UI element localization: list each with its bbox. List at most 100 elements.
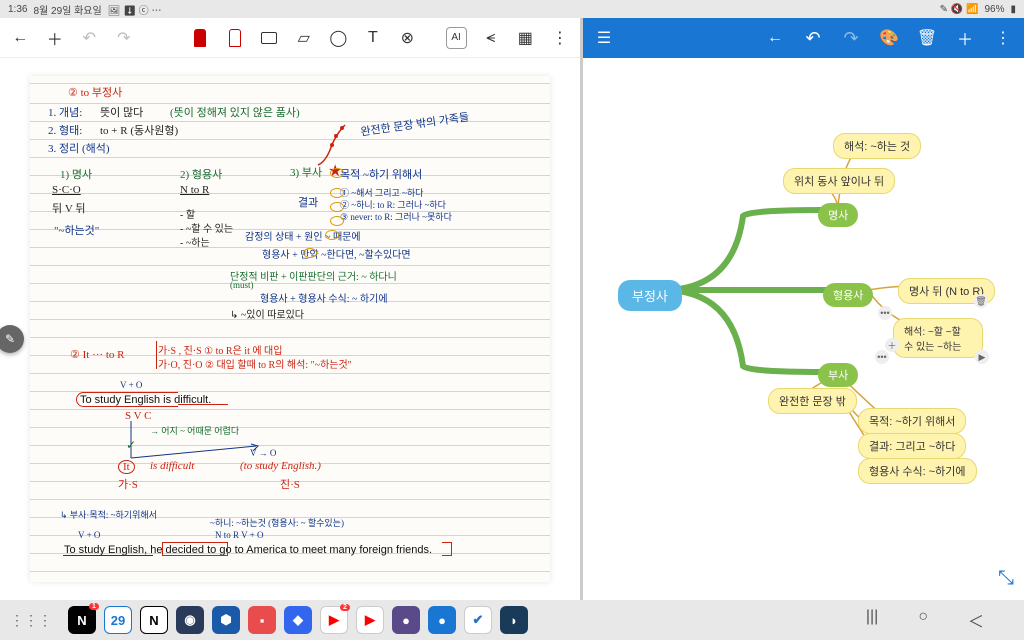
t: 가·S , 진·S ① to R은 it 에 대입 [158,342,282,357]
t: ③ never: to R: 그러나 ~못하다 [340,210,452,223]
nav-back-icon[interactable]: ＜ [968,608,984,632]
node-expand-icon[interactable]: 🗑 [974,294,988,308]
eraser-icon[interactable] [259,27,280,49]
resize-icon[interactable]: ⤡ [998,567,1014,590]
status-date: 8월 29일 화요일 [33,2,101,17]
t: - ~할 수 있는 [180,220,233,235]
t: (뜻이 정해져 있지 않은 품사) [170,104,300,120]
taskbar-app[interactable]: N1 [68,606,96,634]
mindmap-node[interactable]: 해석: ~하는 것 [833,133,921,159]
mindmap-canvas[interactable]: 부정사 명사형용사부사해석: ~하는 것위치 동사 앞이나 뒤명사 뒤 (N t… [583,58,1024,600]
t: V → O [250,448,276,458]
t: 3) 부사 [290,164,322,180]
pen-outline-icon[interactable] [225,27,246,49]
highlighter-icon[interactable]: ▱ [294,27,315,49]
t: "~하는것" [54,222,99,238]
t: 1. 개념: [48,104,82,120]
t: ↳ 부사·목적: ~하기위해서 [60,508,157,521]
redo-icon[interactable]: ↷ [114,27,135,49]
note-canvas[interactable]: ② to 부정사 1. 개념: 뜻이 많다 (뜻이 정해져 있지 않은 품사) … [30,76,550,582]
mindmap-node[interactable]: 형용사 수식: ~하기에 [858,458,977,484]
grid-icon[interactable]: ▦ [515,27,536,49]
text-icon[interactable]: T [363,27,384,49]
more-icon[interactable]: ⋮ [992,27,1014,49]
taskbar-app[interactable]: N [140,606,168,634]
badge: 2 [340,604,350,611]
mindmap-node[interactable]: 해석: ~할 ~할 수 있는 ~하는 [893,318,983,358]
taskbar-app[interactable]: ▪ [248,606,276,634]
t: ~하니: ~하는것 (형용사: ~ 할수있는) [210,516,344,529]
node-expand-icon[interactable]: ▶ [975,350,989,364]
mindmap-node[interactable]: 결과: 그리고 ~하다 [858,433,966,459]
t: ↳ ~있이 따로있다 [230,306,304,321]
edit-fab[interactable]: ✎ [0,325,24,353]
undo-icon[interactable]: ↶ [79,27,100,49]
ai-icon[interactable]: AI [446,27,467,49]
mindmap-toolbar: ☰ ← ↶ ↷ 🎨 🗑 ＋ ⋮ [583,18,1024,58]
nav-recent-icon[interactable]: ||| [866,608,878,632]
pen-solid-icon[interactable] [190,27,211,49]
node-expand-icon[interactable]: ••• [878,306,892,320]
mindmap-node[interactable]: 형용사 [823,283,873,307]
status-bar: 1:36 8월 29일 화요일 🖼 ⬇ ⓒ ⋯ ✎ 🔇 📶 96% ▮ [0,0,1024,18]
note-app: ← ＋ ↶ ↷ ▱ ◯ T ⊗ AI ⪪ ▦ ⋮ ② to 부정사 1. 개념:… [0,18,580,600]
palette-icon[interactable]: 🎨 [878,27,900,49]
mindmap-app: ☰ ← ↶ ↷ 🎨 🗑 ＋ ⋮ 부정사 [583,18,1024,600]
t: 가·S [118,476,138,492]
t: (to study English.) [240,460,321,472]
taskbar-app[interactable]: ▶ [356,606,384,634]
menu-icon[interactable]: ☰ [593,27,615,49]
t: 뒤 V 뒤 [52,200,86,216]
t: 형용사 + 형용사 수식: ~ 하기에 [260,290,388,305]
mindmap-node[interactable]: 완전한 문장 밖 [768,388,857,414]
status-time: 1:36 [8,4,27,15]
back-icon[interactable]: ← [764,27,786,49]
lasso-icon[interactable]: ◯ [328,27,349,49]
taskbar-app[interactable]: ✔ [464,606,492,634]
nav-home-icon[interactable]: ○ [918,608,928,632]
t: to + R (동사원형) [100,122,178,138]
t: ✓ [126,438,136,453]
t: - 할 [180,206,195,221]
note-toolbar: ← ＋ ↶ ↷ ▱ ◯ T ⊗ AI ⪪ ▦ ⋮ [0,18,580,58]
mindmap-node[interactable]: 부사 [818,363,858,387]
taskbar-app[interactable]: ● [392,606,420,634]
taskbar-app[interactable]: ⬢ [212,606,240,634]
shape-icon[interactable]: ⊗ [397,27,418,49]
taskbar-app[interactable]: ● [428,606,456,634]
delete-icon[interactable]: 🗑 [916,27,938,49]
t: 단정적 비판 + 이판판단의 근거: ~ 하다니 [230,268,397,283]
status-battery: 96% [984,4,1004,15]
t: N to R [180,184,209,196]
node-expand-icon[interactable]: ••• [875,350,889,364]
more-icon[interactable]: ⋮ [550,27,571,49]
add-icon[interactable]: ＋ [45,27,66,49]
taskbar-app[interactable]: ◗ [500,606,528,634]
taskbar: ⋮⋮⋮ N1 29 N ◉ ⬢ ▪ ◆ ▶2 ▶ ● ● ✔ ◗ ||| ○ ＜ [0,600,1024,640]
share-icon[interactable]: ⪪ [481,27,502,49]
t: 감정의 상태 + 원인 ~ 때문에 [245,228,361,243]
badge: 1 [89,603,99,610]
t: (must) [230,280,254,290]
t: 목적 ~하기 위해서 [340,166,422,182]
taskbar-app[interactable]: 29 [104,606,132,634]
t: 형용사 + 만약 ~한다면, ~할수있다면 [262,246,411,261]
t: 가·O, 진·O ② 대입 할때 to R의 해석: "~하는것" [158,356,352,371]
mindmap-node[interactable]: 위치 동사 앞이나 뒤 [783,168,895,194]
taskbar-app[interactable]: ◉ [176,606,204,634]
taskbar-app[interactable]: ◆ [284,606,312,634]
undo-icon[interactable]: ↶ [802,27,824,49]
mindmap-root[interactable]: 부정사 [618,280,682,311]
node-expand-icon[interactable]: ＋ [885,338,899,352]
battery-icon: ▮ [1010,4,1016,15]
taskbar-app[interactable]: ▶2 [320,606,348,634]
apps-grid-icon[interactable]: ⋮⋮⋮ [10,612,52,629]
t: 3. 정리 (해석) [48,140,110,156]
mindmap-node[interactable]: 목적: ~하기 위해서 [858,408,966,434]
status-sys-icons: ✎ 🔇 📶 [940,4,979,15]
t: N to R V + O [215,530,264,540]
mindmap-node[interactable]: 명사 [818,203,858,227]
redo-icon[interactable]: ↷ [840,27,862,49]
add-node-icon[interactable]: ＋ [954,27,976,49]
back-icon[interactable]: ← [10,27,31,49]
